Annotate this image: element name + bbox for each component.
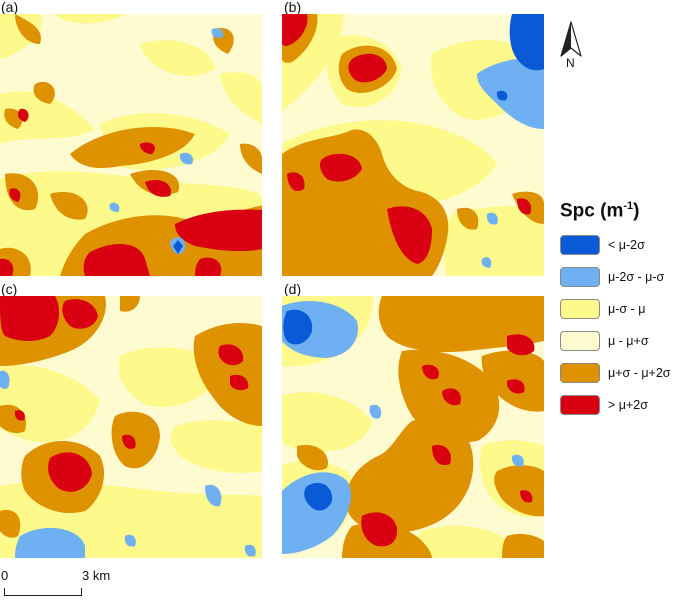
panel-label-b: (b) — [284, 0, 302, 15]
legend-label: μ+σ - μ+2σ — [608, 366, 671, 381]
scale-line — [4, 588, 82, 596]
panel-label-c: (c) — [1, 281, 18, 297]
legend-swatch — [560, 363, 600, 384]
legend: Spc (m-1) < μ-2σ μ-2σ - μ-σ μ-σ - μ μ - μ+σ… — [560, 200, 685, 426]
map-panel-d — [282, 296, 544, 558]
scale-bar: 0 3 km — [1, 566, 174, 600]
legend-title: Spc (m-1) — [560, 200, 640, 222]
legend-swatch — [560, 267, 600, 288]
legend-label: μ - μ+σ — [608, 334, 649, 349]
panel-label-a: (a) — [1, 0, 19, 15]
legend-label: < μ-2σ — [608, 238, 645, 253]
map-panel-b — [282, 14, 544, 276]
legend-item: μ - μ+σ — [560, 330, 685, 352]
legend-label: μ-2σ - μ-σ — [608, 270, 665, 285]
panel-label-d: (d) — [284, 281, 302, 297]
north-label: N — [566, 56, 575, 70]
legend-swatch — [560, 235, 600, 256]
legend-swatch — [560, 299, 600, 320]
legend-swatch — [560, 395, 600, 416]
map-panel-a — [0, 14, 262, 276]
legend-item: μ-σ - μ — [560, 298, 685, 320]
legend-label: μ-σ - μ — [608, 302, 646, 317]
legend-swatch — [560, 331, 600, 352]
legend-item: μ+σ - μ+2σ — [560, 362, 685, 384]
scale-label-zero: 0 — [1, 568, 9, 583]
map-panel-c — [0, 296, 262, 558]
scale-label-end: 3 km — [82, 568, 111, 583]
legend-item: < μ-2σ — [560, 234, 685, 256]
legend-item: > μ+2σ — [560, 394, 685, 416]
legend-label: > μ+2σ — [608, 398, 648, 413]
legend-item: μ-2σ - μ-σ — [560, 266, 685, 288]
north-arrow-icon — [560, 21, 582, 57]
